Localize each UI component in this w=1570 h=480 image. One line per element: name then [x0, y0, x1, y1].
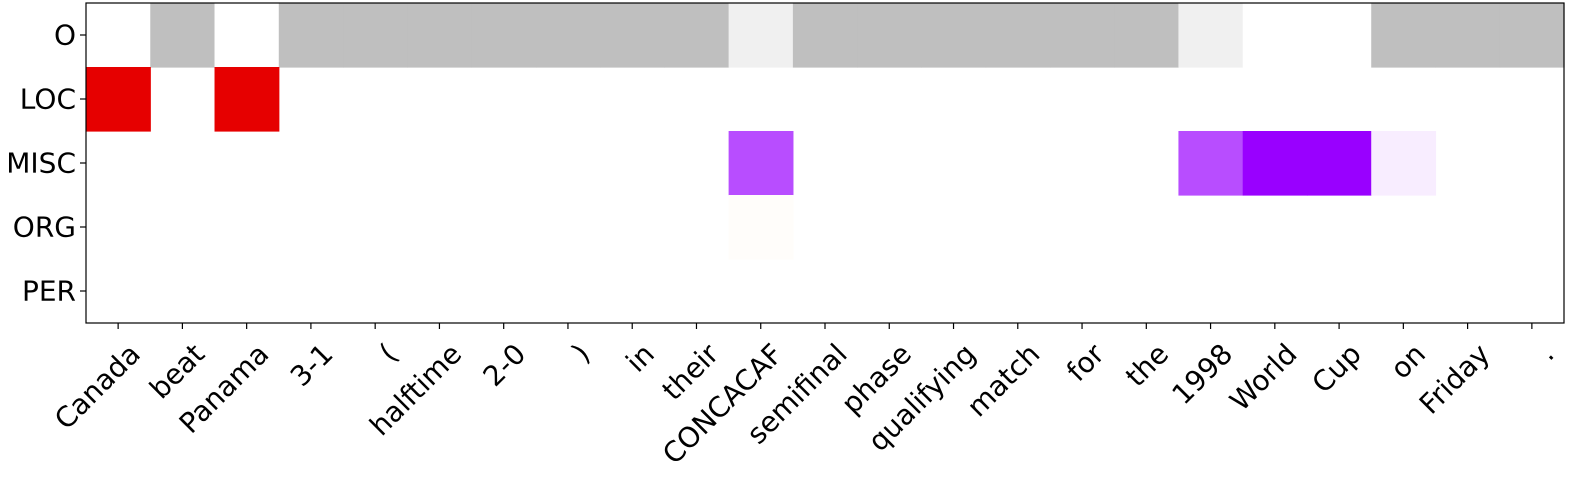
heatmap-cell-o-1: [150, 3, 216, 68]
heatmap-cell-loc-0: [86, 67, 151, 132]
y-tick-label-loc: LOC: [20, 83, 76, 116]
heatmap-cell-o-18: [1242, 3, 1308, 68]
x-tick-label-the: the: [1119, 337, 1175, 393]
heatmap-cell-o-5: [407, 3, 473, 68]
heatmap-cell-o-14: [985, 3, 1051, 68]
heatmap-cell-o-11: [792, 3, 858, 68]
x-tick-label-for: for: [1060, 337, 1111, 388]
heatmap-cell-o-0: [86, 3, 151, 68]
x-tick-label-on: on: [1384, 337, 1432, 385]
x-tick-label-punct: .: [1531, 337, 1561, 367]
heatmap-cell-o-7: [535, 3, 601, 68]
heatmap-cell-o-10: [728, 3, 794, 68]
heatmap-cell-o-16: [1114, 3, 1180, 68]
heatmap-cell-o-2: [214, 3, 280, 68]
heatmap-cell-o-17: [1178, 3, 1244, 68]
x-tick-label-match: match: [960, 337, 1046, 423]
heatmap-cell-o-21: [1435, 3, 1501, 68]
y-tick-label-o: O: [54, 19, 76, 52]
y-tick-label-misc: MISC: [6, 147, 76, 180]
y-tick-label-org: ORG: [13, 211, 76, 244]
x-tick-label-3-1: 3-1: [284, 337, 340, 393]
heatmap-cell-o-19: [1306, 3, 1372, 68]
heatmap-cell-o-8: [600, 3, 665, 68]
x-tick-label-world: World: [1223, 337, 1303, 417]
heatmap-cell-o-4: [343, 3, 408, 68]
heatmap-cell-o-13: [921, 3, 987, 68]
heatmap-cell-org-10: [728, 195, 794, 260]
heatmap-cell-o-9: [664, 3, 730, 68]
x-tick-label-2-0: 2-0: [477, 337, 533, 393]
heatmap-cell-loc-2: [214, 67, 280, 132]
x-tick-label-punct: ): [566, 337, 597, 368]
heatmap-cell-o-12: [857, 3, 922, 68]
cells-layer: [86, 3, 1565, 260]
heatmap-cell-misc-20: [1371, 131, 1437, 196]
heatmap-cell-misc-18: [1242, 131, 1308, 196]
x-tick-label-in: in: [619, 337, 660, 378]
x-tick-label-punct: (: [373, 337, 404, 368]
heatmap-cell-misc-19: [1306, 131, 1372, 196]
heatmap-cell-o-15: [1049, 3, 1115, 68]
heatmap-cell-o-22: [1499, 3, 1565, 68]
heatmap-cell-misc-10: [728, 131, 794, 196]
x-tick-label-cup: Cup: [1305, 337, 1367, 399]
x-tick-label-canada: Canada: [48, 337, 147, 436]
heatmap-cell-o-3: [278, 3, 344, 68]
x-tick-label-friday: Friday: [1413, 337, 1496, 420]
heatmap-cell-misc-17: [1178, 131, 1244, 196]
heatmap-cell-o-20: [1371, 3, 1437, 68]
y-tick-label-per: PER: [22, 275, 76, 308]
heatmap-cell-o-6: [471, 3, 537, 68]
y-axis: O LOC MISC ORG PER: [6, 19, 86, 308]
x-tick-label-halftime: halftime: [363, 337, 468, 442]
